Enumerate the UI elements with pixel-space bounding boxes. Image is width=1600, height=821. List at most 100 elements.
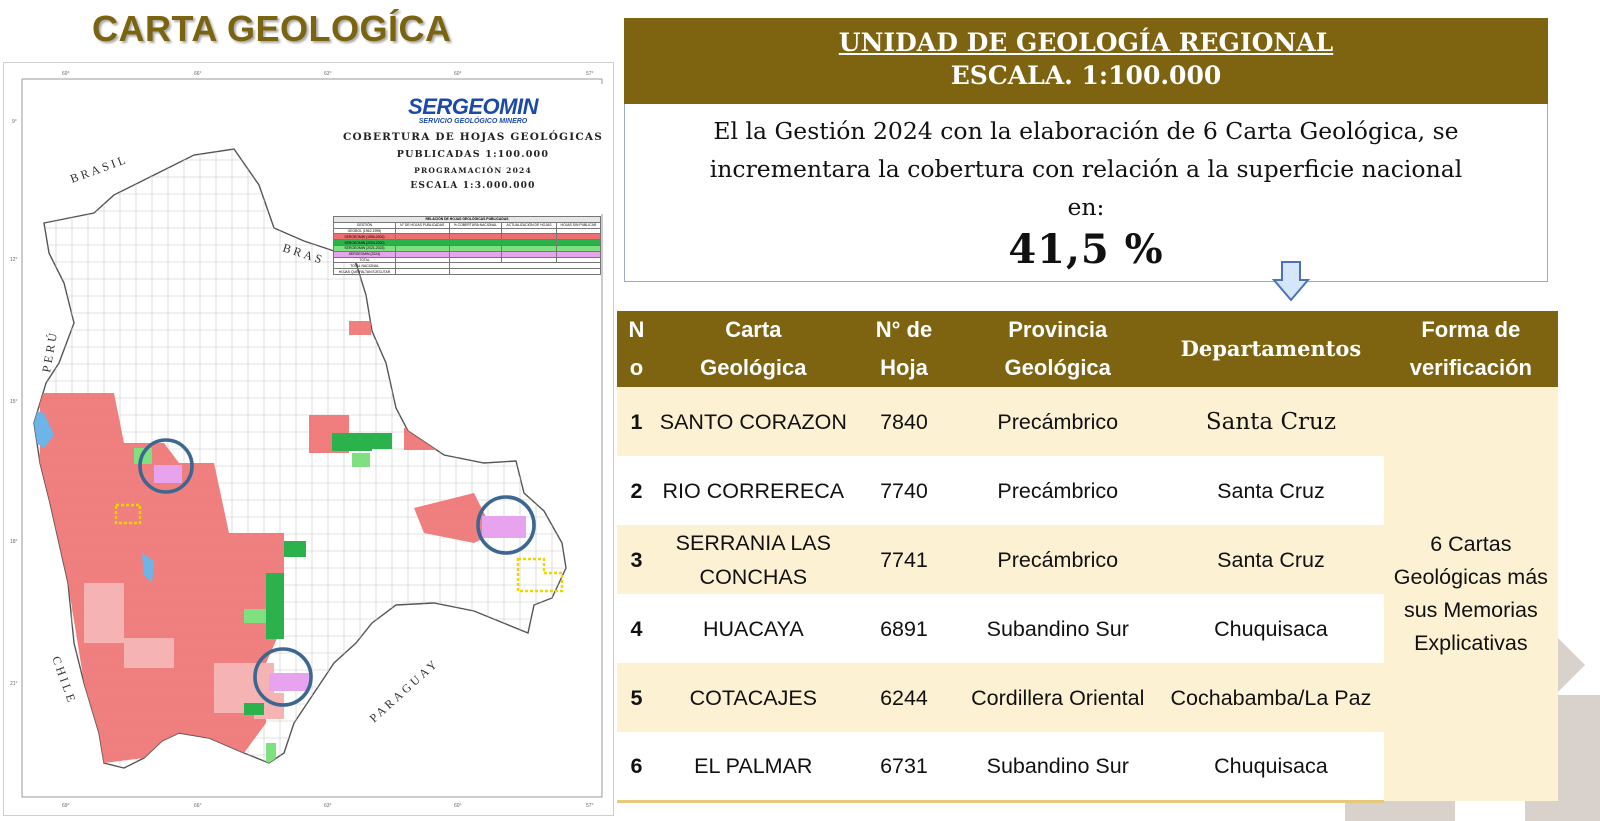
col-header-hoja: N° de Hoja [850, 311, 958, 387]
departamento: Cochabamba/La Paz [1158, 663, 1384, 732]
svg-text:57°: 57° [586, 803, 594, 809]
down-arrow-icon [1272, 261, 1310, 302]
hoja-number: 7840 [850, 387, 958, 456]
svg-text:69°: 69° [62, 71, 70, 77]
row-number: 3 [617, 525, 656, 594]
verification-method: 6 Cartas Geológicas más sus Memorias Exp… [1383, 387, 1558, 801]
carta-name: EL PALMAR [655, 732, 851, 803]
coverage-statement: El la Gestión 2024 con la elaboración de… [624, 104, 1548, 282]
svg-text:12°: 12° [10, 257, 18, 263]
summary-row-value [555, 227, 602, 235]
provincia-geologica: Subandino Sur [957, 732, 1159, 803]
provincia-geologica: Precámbrico [957, 456, 1159, 525]
unit-header: UNIDAD DE GEOLOGÍA REGIONAL ESCALA. 1:10… [624, 18, 1548, 104]
summary-footer: HOJAS QUE FALTAN EJECUTAR [333, 268, 396, 275]
table-row: 2 RIO CORRERECA 7740 Precámbrico Santa C… [617, 456, 1558, 525]
summary-row-label: SERGEOMIN (1996-2003) [333, 233, 396, 241]
sergeomin-logo: SERGEOMIN [408, 94, 538, 119]
svg-text:69°: 69° [62, 803, 70, 809]
legend-line: PUBLICADAS 1:100.000 [396, 149, 550, 160]
summary-footer-value [394, 268, 450, 275]
col-header-provincia: Provincia Geológica [957, 311, 1159, 387]
departamento: Santa Cruz [1158, 387, 1384, 456]
departamento: Santa Cruz [1158, 456, 1384, 525]
row-number: 5 [617, 663, 656, 732]
provincia-geologica: Cordillera Oriental [957, 663, 1159, 732]
summary-header: GESTIÓN [333, 221, 396, 229]
table-row: 4 HUACAYA 6891 Subandino Sur Chuquisaca [617, 594, 1558, 663]
svg-text:18°: 18° [10, 539, 18, 545]
summary-row-value [555, 233, 602, 241]
summary-row-value [555, 239, 602, 246]
svg-text:66°: 66° [194, 71, 202, 77]
summary-row: SERGEOMIN (2004-2020) [333, 239, 602, 246]
table-row: 6 EL PALMAR 6731 Subandino Sur Chuquisac… [617, 732, 1558, 803]
row-number: 6 [617, 732, 656, 803]
hoja-number: 6731 [850, 732, 958, 803]
provincia-geologica: Subandino Sur [957, 594, 1159, 663]
summary-row: SERGEOMIN (1996-2003) [333, 233, 602, 241]
statement-line: en: [1067, 193, 1105, 221]
svg-text:60°: 60° [454, 71, 462, 77]
table-row: 5 COTACAJES 6244 Cordillera Oriental Coc… [617, 663, 1558, 732]
col-header-carta: Carta Geológica [655, 311, 851, 387]
row-number: 4 [617, 594, 656, 663]
row-number: 2 [617, 456, 656, 525]
map-title: CARTA GEOLOGÍCA [92, 8, 452, 49]
col-header-verificacion: Forma de verificación [1383, 311, 1558, 387]
hoja-number: 7740 [850, 456, 958, 525]
legend-line: ESCALA 1:3.000.000 [410, 181, 536, 191]
carta-name: SANTO CORAZON [655, 387, 851, 456]
hoja-number: 6244 [850, 663, 958, 732]
summary-caption: RELACIÓN DE HOJAS GEOLÓGICAS PUBLICADAS [333, 216, 601, 223]
legend-line: COBERTURA DE HOJAS GEOLÓGICAS [342, 131, 604, 143]
label-chile: CHILE [49, 654, 79, 706]
hoja-number: 7741 [850, 525, 958, 594]
provincia-geologica: Precámbrico [957, 387, 1159, 456]
table-row: 1 SANTO CORAZON 7840 Precámbrico Santa C… [617, 387, 1558, 801]
svg-text:9°: 9° [12, 119, 17, 125]
summary-row-label: GEOBOL (1962-1995) [333, 227, 396, 235]
label-paraguay: PARAGUAY [367, 656, 442, 726]
svg-text:66°: 66° [194, 803, 202, 809]
svg-text:63°: 63° [324, 803, 332, 809]
hoja-number: 6891 [850, 594, 958, 663]
highlight-circle [138, 438, 194, 494]
summary-row: GEOBOL (1962-1995) [333, 227, 602, 235]
summary-row-label: SERGEOMIN (2021-2023) [333, 245, 396, 252]
label-brasil-north: BRASIL [68, 152, 130, 186]
carta-name: COTACAJES [655, 663, 851, 732]
svg-text:15°: 15° [10, 399, 18, 405]
legend-line: PROGRAMACIÓN 2024 [414, 166, 532, 175]
svg-text:57°: 57° [586, 71, 594, 77]
carta-name: RIO CORRERECA [655, 456, 851, 525]
carta-name: HUACAYA [655, 594, 851, 663]
statement-line: El la Gestión 2024 con la elaboración de… [713, 117, 1459, 145]
row-number: 1 [617, 387, 656, 456]
scale-title: ESCALA. 1:100.000 [950, 61, 1222, 90]
coverage-percentage: 41,5 % [1008, 226, 1164, 273]
highlight-circle [476, 495, 536, 555]
svg-text:63°: 63° [324, 71, 332, 77]
provincia-geologica: Precámbrico [957, 525, 1159, 594]
departamento: Chuquisaca [1158, 594, 1384, 663]
logo-subtitle: SERVICIO GEOLÓGICO MINERO [418, 118, 528, 125]
highlight-circle [253, 647, 313, 707]
carta-name: SERRANIA LAS CONCHAS [655, 525, 851, 594]
col-header-departamentos: Departamentos [1158, 311, 1384, 387]
departamento: Chuquisaca [1158, 732, 1384, 803]
statement-line: incrementara la cobertura con relación a… [709, 155, 1463, 183]
map-legend: SERGEOMIN SERVICIO GEOLÓGICO MINERO COBE… [338, 84, 608, 214]
unit-title: UNIDAD DE GEOLOGÍA REGIONAL [838, 28, 1334, 57]
published-sheets-summary-table: RELACIÓN DE HOJAS GEOLÓGICAS PUBLICADAS … [333, 216, 602, 275]
svg-text:21°: 21° [10, 681, 18, 687]
table-row: 3 SERRANIA LAS CONCHAS 7741 Precámbrico … [617, 525, 1558, 594]
summary-header: HOJAS SIN PUBLICAR [555, 221, 602, 229]
departamento: Santa Cruz [1158, 525, 1384, 594]
summary-row-value [555, 245, 602, 252]
summary-row-label: SERGEOMIN (2004-2020) [333, 239, 396, 246]
svg-text:60°: 60° [454, 803, 462, 809]
map-drawing: 69° 66° 63° 60° 57° 69° 66° 63° 60° 57° 9° 12° 15°… [10, 71, 603, 809]
